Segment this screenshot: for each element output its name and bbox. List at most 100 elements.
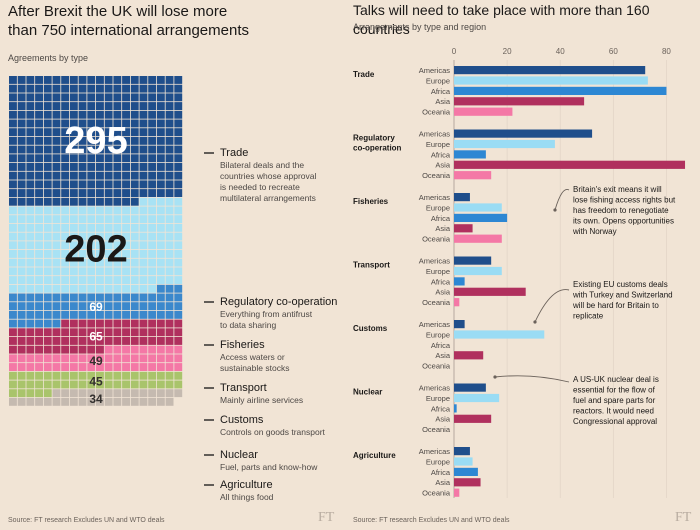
- waffle-cell: [69, 371, 78, 380]
- waffle-cell: [122, 319, 130, 328]
- waffle-label-title: Agriculture: [220, 479, 273, 491]
- waffle-cell: [130, 197, 139, 206]
- waffle-cell: [87, 345, 96, 354]
- waffle-cell: [174, 110, 183, 119]
- waffle-cell: [130, 154, 139, 163]
- waffle-cell: [43, 328, 52, 337]
- waffle-cell: [26, 302, 35, 311]
- waffle-cell: [61, 389, 70, 398]
- waffle-cell: [78, 206, 87, 215]
- waffle-cell: [156, 223, 165, 232]
- waffle-cell: [122, 145, 130, 154]
- waffle-cell: [139, 337, 148, 345]
- waffle-cell: [87, 102, 96, 110]
- waffle-label-title: Transport: [220, 382, 267, 394]
- bar-europe: [454, 457, 473, 466]
- waffle-cell: [96, 337, 104, 345]
- waffle-cell: [139, 302, 148, 311]
- waffle-cell: [78, 284, 87, 293]
- waffle-label-title: Customs: [220, 414, 264, 426]
- waffle-cell: [130, 293, 139, 302]
- waffle-cell: [122, 284, 130, 293]
- waffle-cell: [156, 328, 165, 337]
- waffle-cell: [104, 119, 113, 128]
- waffle-cell: [156, 241, 165, 250]
- waffle-cell: [43, 363, 52, 371]
- waffle-cell: [113, 110, 122, 119]
- waffle-block-trade: [9, 76, 183, 206]
- waffle-cell: [165, 380, 174, 389]
- waffle-cell: [174, 319, 183, 328]
- waffle-cell: [52, 215, 61, 224]
- waffle-cell: [35, 258, 43, 267]
- waffle-cell: [78, 319, 87, 328]
- waffle-cell: [104, 197, 113, 206]
- waffle-cell: [165, 302, 174, 311]
- waffle-cell: [61, 337, 70, 345]
- waffle-label-desc: All things food: [220, 492, 274, 502]
- waffle-cell: [96, 189, 104, 197]
- waffle-cell: [9, 84, 17, 93]
- waffle-cell: [35, 293, 43, 302]
- waffle-cell: [165, 223, 174, 232]
- waffle-label-desc: multilateral arrangements: [220, 193, 316, 203]
- waffle-cell: [52, 163, 61, 171]
- waffle-cell: [9, 293, 17, 302]
- waffle-cell: [17, 102, 26, 110]
- waffle-cell: [148, 293, 157, 302]
- waffle-cell: [139, 154, 148, 163]
- waffle-cell: [148, 371, 157, 380]
- waffle-cell: [113, 371, 122, 380]
- waffle-cell: [9, 302, 17, 311]
- waffle-cell: [87, 284, 96, 293]
- waffle-cell: [113, 223, 122, 232]
- region-label: Asia: [435, 161, 450, 170]
- bar-oceania: [454, 107, 513, 116]
- waffle-cell: [78, 276, 87, 284]
- waffle-cell: [156, 319, 165, 328]
- waffle-cell: [26, 171, 35, 180]
- waffle-cell: [156, 102, 165, 110]
- waffle-cell: [87, 93, 96, 102]
- waffle-cell: [87, 110, 96, 119]
- waffle-cell: [52, 154, 61, 163]
- waffle-cell: [52, 241, 61, 250]
- waffle-label-desc: Mainly airline services: [220, 395, 303, 405]
- waffle-cell: [17, 250, 26, 258]
- waffle-cell: [69, 223, 78, 232]
- waffle-cell: [9, 110, 17, 119]
- waffle-cell: [43, 154, 52, 163]
- waffle-cell: [96, 197, 104, 206]
- bar-source: Source: FT research Excludes UN and WTO …: [353, 517, 510, 524]
- waffle-cell: [139, 180, 148, 189]
- waffle-cell: [130, 345, 139, 354]
- waffle-cell: [113, 102, 122, 110]
- waffle-cell: [130, 389, 139, 398]
- waffle-cell: [52, 232, 61, 241]
- region-label: Africa: [431, 341, 451, 350]
- waffle-cell: [87, 145, 96, 154]
- waffle-cell: [96, 284, 104, 293]
- waffle-cell: [148, 354, 157, 363]
- waffle-cell: [87, 215, 96, 224]
- waffle-value-fisheries: 69: [89, 300, 103, 314]
- waffle-cell: [35, 110, 43, 119]
- waffle-cell: [96, 163, 104, 171]
- bar-oceania: [454, 298, 460, 307]
- waffle-cell: [61, 363, 70, 371]
- region-label: Americas: [419, 447, 451, 456]
- region-label: Europe: [426, 394, 450, 403]
- waffle-cell: [148, 197, 157, 206]
- waffle-cell: [78, 337, 87, 345]
- waffle-cell: [122, 397, 130, 406]
- waffle-cell: [43, 223, 52, 232]
- waffle-cell: [87, 84, 96, 93]
- waffle-cell: [174, 284, 183, 293]
- waffle-cell: [139, 171, 148, 180]
- waffle-cell: [35, 206, 43, 215]
- region-label: Europe: [426, 140, 450, 149]
- waffle-cell: [148, 328, 157, 337]
- waffle-cell: [26, 84, 35, 93]
- waffle-cell: [61, 189, 70, 197]
